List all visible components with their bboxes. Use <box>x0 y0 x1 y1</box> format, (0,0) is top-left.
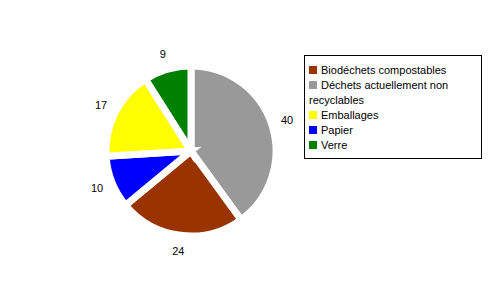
svg-text:9: 9 <box>160 48 166 60</box>
svg-text:24: 24 <box>172 245 184 257</box>
svg-text:10: 10 <box>91 182 103 194</box>
html-text:Verre: Verre <box>321 139 348 151</box>
html-text:Biodéchets compostables: Biodéchets compostables <box>321 64 447 76</box>
svg-text:17: 17 <box>95 99 107 111</box>
html-text:Déchets actuellement non recyc: Déchets actuellement non recyclables <box>309 79 449 106</box>
html-text:Emballages: Emballages <box>321 109 379 121</box>
svg-text:40: 40 <box>281 114 293 126</box>
html-text:Papier: Papier <box>321 124 353 136</box>
